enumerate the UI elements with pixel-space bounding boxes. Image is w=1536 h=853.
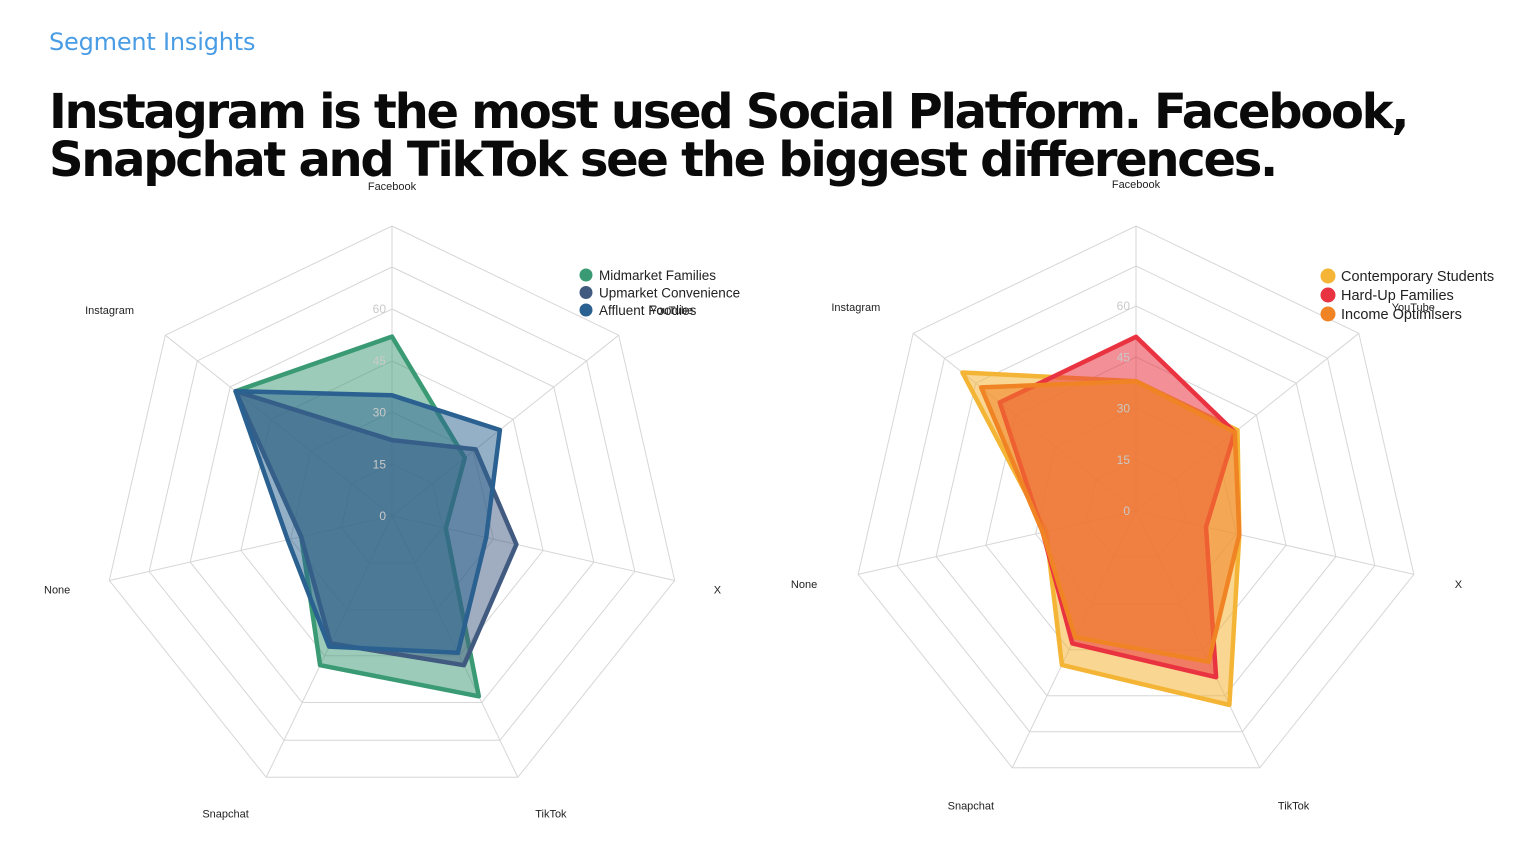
legend-swatch-upmarket-convenience	[579, 286, 593, 299]
tick-label-0: 0	[1123, 504, 1130, 518]
grid-ring-4	[935, 305, 1337, 697]
headline-line-1: Instagram is the most used Social Platfo…	[49, 84, 1410, 140]
legend-swatch-affluent-foodies	[579, 303, 593, 317]
axis-label-tiktok: TikTok	[1278, 801, 1310, 813]
tick-label-45: 45	[373, 354, 387, 368]
legend-label-midmarket-families: Midmarket Families	[599, 268, 716, 283]
axis-label-x: X	[714, 584, 722, 596]
section-kicker: Segment Insights	[49, 28, 256, 56]
grid-ring-5	[148, 266, 636, 741]
axis-label-instagram: Instagram	[831, 302, 880, 314]
axis-label-youtube: YouTube	[1392, 302, 1435, 314]
headline-line-2: Snapchat and TikTok see the biggest diff…	[49, 132, 1278, 188]
axis-label-instagram: Instagram	[85, 305, 134, 317]
axis-label-facebook: Facebook	[1112, 179, 1161, 191]
axis-label-facebook: Facebook	[368, 181, 417, 193]
legend-label-contemporary-students: Contemporary Students	[1341, 269, 1494, 285]
legend-swatch-contemporary-students	[1320, 268, 1336, 284]
axis-label-tiktok: TikTok	[535, 808, 567, 820]
tick-label-30: 30	[1117, 402, 1131, 416]
grid-ring-6	[857, 225, 1415, 769]
tick-label-30: 30	[373, 406, 387, 420]
legend-label-income-optimisers: Income Optimisers	[1341, 307, 1462, 323]
axis-label-none: None	[44, 584, 70, 596]
grid-ring-5	[896, 265, 1376, 733]
legend-swatch-income-optimisers	[1320, 306, 1336, 322]
axis-label-youtube: YouTube	[650, 305, 693, 317]
series-affluent-foodies	[233, 388, 503, 656]
tick-label-15: 15	[1117, 453, 1131, 467]
tick-label-15: 15	[373, 457, 387, 471]
series-income-optimisers	[978, 378, 1242, 665]
axis-label-snapchat: Snapchat	[948, 801, 994, 813]
axis-label-x: X	[1455, 579, 1463, 591]
tick-label-0: 0	[379, 509, 386, 523]
tick-label-60: 60	[1117, 299, 1131, 313]
axis-label-snapchat: Snapchat	[202, 808, 248, 820]
axis-label-none: None	[791, 579, 817, 591]
grid-ring-4	[189, 308, 595, 703]
legend-swatch-hard-up-families	[1320, 287, 1336, 303]
legend-label-affluent-foodies: Affluent Foodies	[599, 303, 697, 318]
tick-label-45: 45	[1117, 350, 1131, 364]
legend-swatch-midmarket-families	[579, 268, 593, 282]
tick-label-60: 60	[373, 302, 387, 316]
page-headline: Instagram is the most used Social Platfo…	[49, 88, 1509, 184]
legend-label-upmarket-convenience: Upmarket Convenience	[599, 286, 740, 301]
grid-ring-6	[108, 225, 676, 778]
legend-label-hard-up-families: Hard-Up Families	[1341, 288, 1454, 304]
